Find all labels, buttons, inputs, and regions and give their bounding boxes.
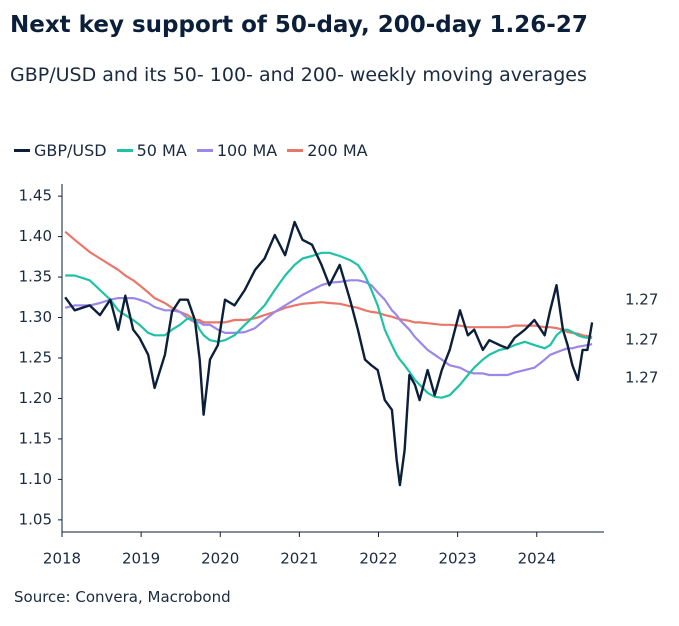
source-note: Source: Convera, Macrobond xyxy=(14,588,231,606)
legend-item: 200 MA xyxy=(287,141,368,160)
chart-subtitle: GBP/USD and its 50- 100- and 200- weekly… xyxy=(10,64,587,86)
x-tick-label: 2018 xyxy=(43,550,81,568)
y-tick-label: 1.35 xyxy=(19,268,52,286)
legend-label: 200 MA xyxy=(307,141,368,160)
x-tick-label: 2023 xyxy=(439,550,477,568)
legend-swatch xyxy=(14,149,30,152)
series-line xyxy=(64,230,593,339)
legend-item: 50 MA xyxy=(116,141,187,160)
end-label: 1.27 xyxy=(625,331,658,349)
x-tick-label: 2022 xyxy=(359,550,397,568)
legend-item: 100 MA xyxy=(196,141,278,160)
y-tick-label: 1.30 xyxy=(19,308,52,326)
legend-label: 100 MA xyxy=(216,141,278,160)
legend-label: GBP/USD xyxy=(34,141,107,160)
y-tick-label: 1.40 xyxy=(19,227,52,245)
end-label: 1.27 xyxy=(625,291,658,309)
y-tick-label: 1.15 xyxy=(19,429,52,447)
legend-swatch xyxy=(287,149,304,152)
y-tick-label: 1.20 xyxy=(19,389,52,407)
series-line xyxy=(64,279,593,377)
y-tick-label: 1.10 xyxy=(19,470,52,488)
legend-swatch xyxy=(196,149,213,152)
legend-label: 50 MA xyxy=(136,141,187,160)
legend-swatch xyxy=(116,149,133,152)
legend-item: GBP/USD xyxy=(14,141,107,160)
y-tick-label: 1.05 xyxy=(19,510,52,528)
x-tick-label: 2019 xyxy=(122,550,160,568)
series-line xyxy=(64,220,594,487)
y-tick-label: 1.25 xyxy=(19,349,52,367)
x-tick-label: 2024 xyxy=(518,550,556,568)
chart-title: Next key support of 50-day, 200-day 1.26… xyxy=(10,12,588,38)
legend: GBP/USD 50 MA 100 MA 200 MA xyxy=(14,141,368,160)
x-tick-label: 2021 xyxy=(280,550,318,568)
x-tick-label: 2020 xyxy=(201,550,239,568)
y-tick-label: 1.45 xyxy=(19,187,52,205)
end-label: 1.27 xyxy=(625,369,658,387)
